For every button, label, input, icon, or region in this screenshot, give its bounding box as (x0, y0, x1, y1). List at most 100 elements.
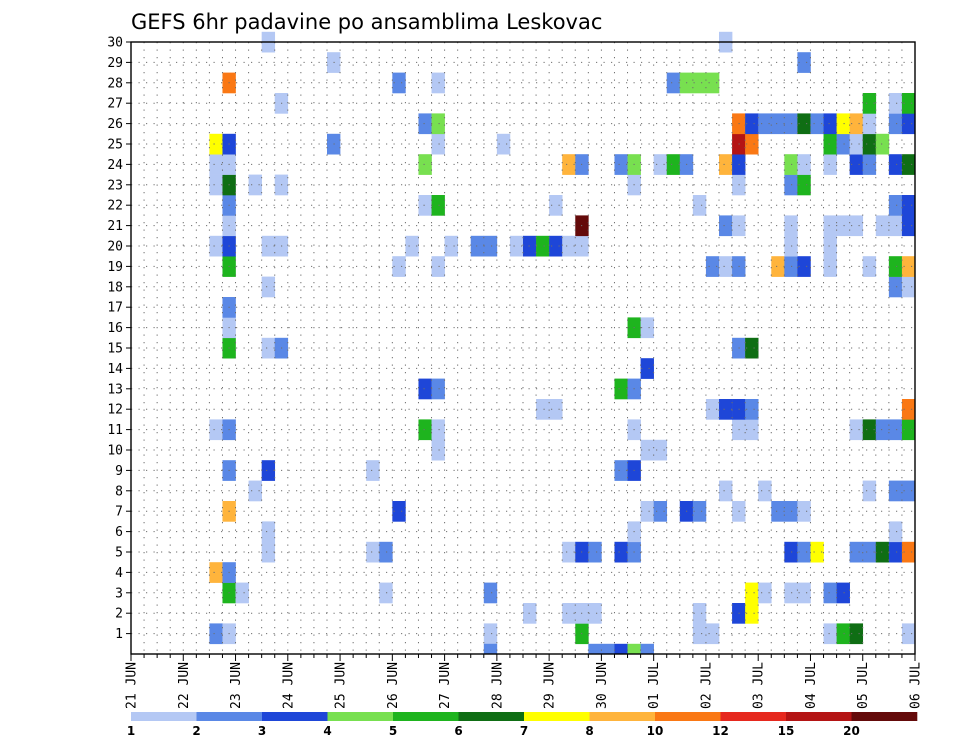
legend-swatch (131, 712, 197, 721)
heat-cell (653, 154, 668, 175)
heat-cell (836, 215, 850, 237)
heat-cell (640, 643, 654, 654)
x-tick-label: 04 JUL (804, 662, 819, 709)
heat-cell (836, 582, 850, 604)
heat-cell (588, 643, 602, 654)
x-tick-label: 01 JUL (647, 662, 662, 709)
chart-title: GEFS 6hr padavine po ansamblima Leskovac (131, 10, 602, 34)
heat-cell (719, 480, 733, 502)
heat-cell (692, 603, 707, 624)
heat-cell (901, 623, 916, 645)
y-tick-label: 22 (107, 199, 123, 214)
heat-cell (209, 154, 223, 175)
heat-cell (797, 174, 811, 196)
heat-cell (705, 399, 720, 420)
legend-label: 20 (843, 724, 860, 738)
y-tick-label: 19 (107, 260, 123, 275)
y-tick-label: 11 (107, 423, 123, 438)
heat-cell (588, 603, 602, 624)
heat-cell (692, 195, 707, 216)
x-tick-label: 03 JUL (752, 662, 767, 709)
heat-cell (849, 113, 864, 135)
x-axis: 21 JUN 22 JUN 23 JUN 24 JUN 25 JUN 26 JUN 27 J… (125, 654, 924, 709)
heat-cell (653, 439, 668, 461)
legend-swatch (327, 712, 394, 721)
heat-cell (810, 541, 824, 563)
legend-label: 2 (192, 724, 200, 738)
heat-cell (418, 378, 432, 400)
grid-lines (131, 41, 915, 654)
heat-cell (797, 582, 811, 604)
heat-cell (444, 235, 458, 257)
heat-cell (823, 235, 837, 257)
heat-cell (888, 113, 903, 135)
heat-cell (235, 582, 249, 604)
heat-cell (862, 541, 877, 563)
legend-swatch (720, 712, 787, 721)
y-tick-label: 16 (107, 321, 123, 336)
heat-cell (509, 235, 524, 257)
heat-cell (483, 623, 498, 645)
heat-cell (758, 113, 772, 135)
y-tick-label: 27 (107, 97, 123, 112)
y-tick-label: 17 (107, 301, 123, 316)
heat-cell (431, 378, 445, 400)
heat-cell (705, 256, 720, 277)
heat-cell (705, 72, 720, 94)
heat-cell (379, 582, 393, 604)
y-tick-label: 29 (107, 56, 123, 71)
y-tick-label: 24 (107, 158, 123, 173)
heat-cell (862, 419, 877, 441)
y-tick-label: 25 (107, 138, 123, 153)
heat-cell (431, 419, 445, 441)
heat-cell (901, 215, 916, 237)
heat-cell (640, 358, 654, 379)
x-tick-label: 21 JUN (125, 662, 140, 709)
heat-cell (745, 399, 759, 420)
heat-cell (431, 195, 445, 216)
y-tick-label: 4 (115, 566, 123, 581)
legend-label: 3 (258, 724, 266, 738)
heat-cell (536, 399, 550, 420)
heat-cell (719, 256, 733, 277)
heat-cell (719, 215, 733, 237)
legend-swatch (589, 712, 656, 721)
heat-cell (562, 603, 576, 624)
heat-cell (483, 643, 498, 654)
legend-swatch (786, 712, 852, 721)
heat-cell (836, 113, 850, 135)
heat-cell (418, 113, 432, 135)
y-tick-label: 2 (115, 607, 123, 622)
heat-cell (366, 541, 380, 563)
heat-cell (366, 460, 380, 481)
heat-cell (862, 113, 877, 135)
heat-cell (614, 378, 628, 400)
heat-cell (209, 133, 223, 155)
heat-cell (392, 256, 406, 277)
heat-cell (862, 480, 877, 502)
heat-cell (888, 276, 903, 298)
heat-cell (875, 419, 890, 441)
heat-cell (888, 154, 903, 175)
legend-label: 12 (712, 724, 729, 738)
legend-swatch (458, 712, 525, 721)
heat-cell (758, 582, 772, 604)
heat-cell (862, 133, 877, 155)
legend-swatch (524, 712, 590, 721)
y-tick-label: 9 (115, 464, 123, 479)
heat-cell (248, 174, 262, 196)
heat-cell (875, 215, 890, 237)
heat-cell (418, 154, 432, 175)
heat-cell (392, 501, 406, 522)
heat-cell (692, 623, 707, 645)
heat-cell (901, 154, 916, 175)
heat-cell (901, 541, 916, 563)
x-tick-label: 28 JUN (490, 662, 505, 709)
y-tick-label: 23 (107, 178, 123, 193)
heat-cell (614, 541, 628, 563)
legend-label: 6 (454, 724, 462, 738)
heat-cell (640, 439, 654, 461)
heat-cell (666, 72, 681, 94)
heat-cell (823, 582, 837, 604)
heat-cell (745, 337, 759, 359)
